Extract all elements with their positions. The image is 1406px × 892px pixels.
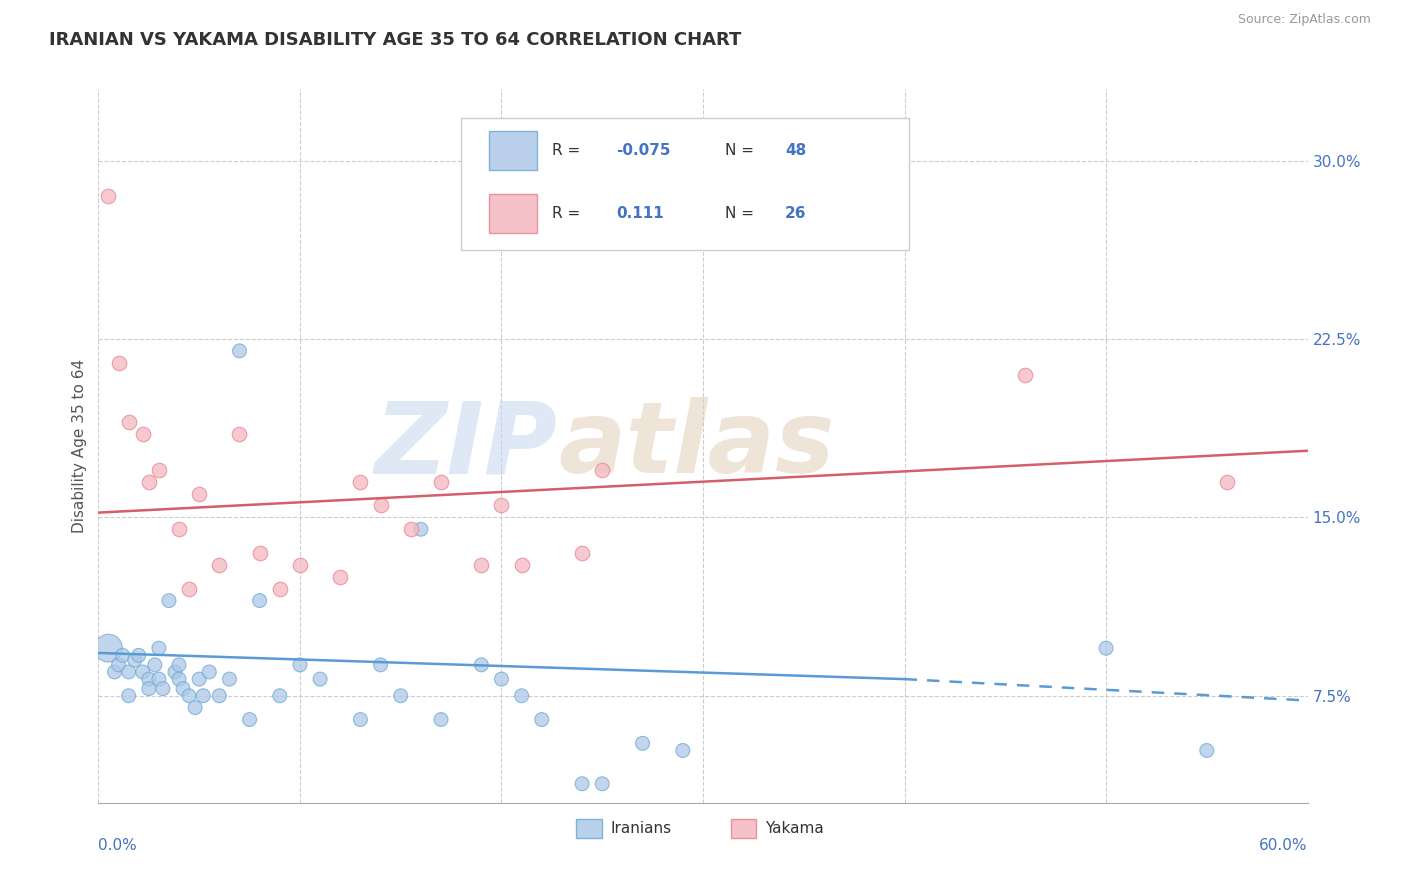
Point	[409, 522, 432, 536]
Point	[167, 522, 190, 536]
Text: 0.111: 0.111	[616, 206, 664, 221]
Point	[370, 657, 392, 672]
Point	[1216, 475, 1239, 489]
Point	[571, 777, 593, 791]
Point	[118, 689, 141, 703]
Point	[470, 657, 492, 672]
Point	[193, 689, 215, 703]
Point	[179, 582, 201, 596]
Point	[167, 672, 190, 686]
Point	[118, 665, 141, 679]
Point	[97, 641, 120, 656]
Point	[239, 713, 262, 727]
Text: atlas: atlas	[558, 398, 834, 494]
Point	[138, 475, 160, 489]
Y-axis label: Disability Age 35 to 64: Disability Age 35 to 64	[72, 359, 87, 533]
Point	[148, 641, 170, 656]
Point	[148, 463, 170, 477]
Point	[631, 736, 654, 750]
Point	[510, 558, 533, 572]
Point	[167, 657, 190, 672]
Point	[510, 689, 533, 703]
Text: ZIP: ZIP	[375, 398, 558, 494]
Point	[163, 665, 186, 679]
Point	[143, 657, 166, 672]
Point	[172, 681, 194, 696]
Point	[530, 713, 553, 727]
Point	[288, 558, 311, 572]
Point	[208, 558, 231, 572]
Point	[249, 546, 271, 560]
Point	[128, 648, 150, 663]
Point	[218, 672, 240, 686]
Point	[591, 777, 613, 791]
Text: IRANIAN VS YAKAMA DISABILITY AGE 35 TO 64 CORRELATION CHART: IRANIAN VS YAKAMA DISABILITY AGE 35 TO 6…	[49, 31, 741, 49]
Point	[148, 672, 170, 686]
Point	[349, 713, 371, 727]
Point	[118, 415, 141, 429]
Point	[1014, 368, 1036, 382]
Bar	[489, 194, 537, 234]
Point	[138, 672, 160, 686]
Point	[179, 689, 201, 703]
Text: 48: 48	[785, 143, 807, 158]
Text: -0.075: -0.075	[616, 143, 671, 158]
Point	[269, 689, 291, 703]
Point	[349, 475, 371, 489]
Point	[107, 657, 129, 672]
Point	[188, 486, 211, 500]
Point	[309, 672, 332, 686]
Point	[132, 665, 155, 679]
Text: Yakama: Yakama	[765, 822, 824, 836]
Point	[470, 558, 492, 572]
FancyBboxPatch shape	[461, 118, 908, 250]
Point	[288, 657, 311, 672]
Point	[430, 475, 453, 489]
Point	[430, 713, 453, 727]
Point	[591, 463, 613, 477]
Point	[399, 522, 422, 536]
Point	[198, 665, 221, 679]
Point	[184, 700, 207, 714]
Text: Source: ZipAtlas.com: Source: ZipAtlas.com	[1237, 13, 1371, 27]
Point	[249, 593, 271, 607]
Point	[208, 689, 231, 703]
Point	[152, 681, 174, 696]
Text: N =: N =	[724, 206, 759, 221]
Point	[124, 653, 146, 667]
Point	[389, 689, 412, 703]
Point	[157, 593, 180, 607]
Text: 60.0%: 60.0%	[1260, 838, 1308, 854]
Point	[329, 570, 352, 584]
Point	[269, 582, 291, 596]
Point	[103, 665, 125, 679]
Point	[1195, 743, 1218, 757]
Text: 0.0%: 0.0%	[98, 838, 138, 854]
Bar	[489, 130, 537, 169]
Point	[491, 499, 513, 513]
Text: R =: R =	[551, 206, 585, 221]
Point	[1095, 641, 1118, 656]
Text: R =: R =	[551, 143, 585, 158]
Text: Iranians: Iranians	[610, 822, 671, 836]
Point	[188, 672, 211, 686]
Point	[228, 427, 250, 442]
Text: N =: N =	[724, 143, 759, 158]
Point	[491, 672, 513, 686]
Point	[370, 499, 392, 513]
Point	[107, 356, 129, 370]
Point	[132, 427, 155, 442]
Point	[97, 189, 120, 203]
Point	[228, 343, 250, 358]
Point	[111, 648, 134, 663]
Point	[672, 743, 695, 757]
Point	[571, 546, 593, 560]
Point	[138, 681, 160, 696]
Text: 26: 26	[785, 206, 807, 221]
